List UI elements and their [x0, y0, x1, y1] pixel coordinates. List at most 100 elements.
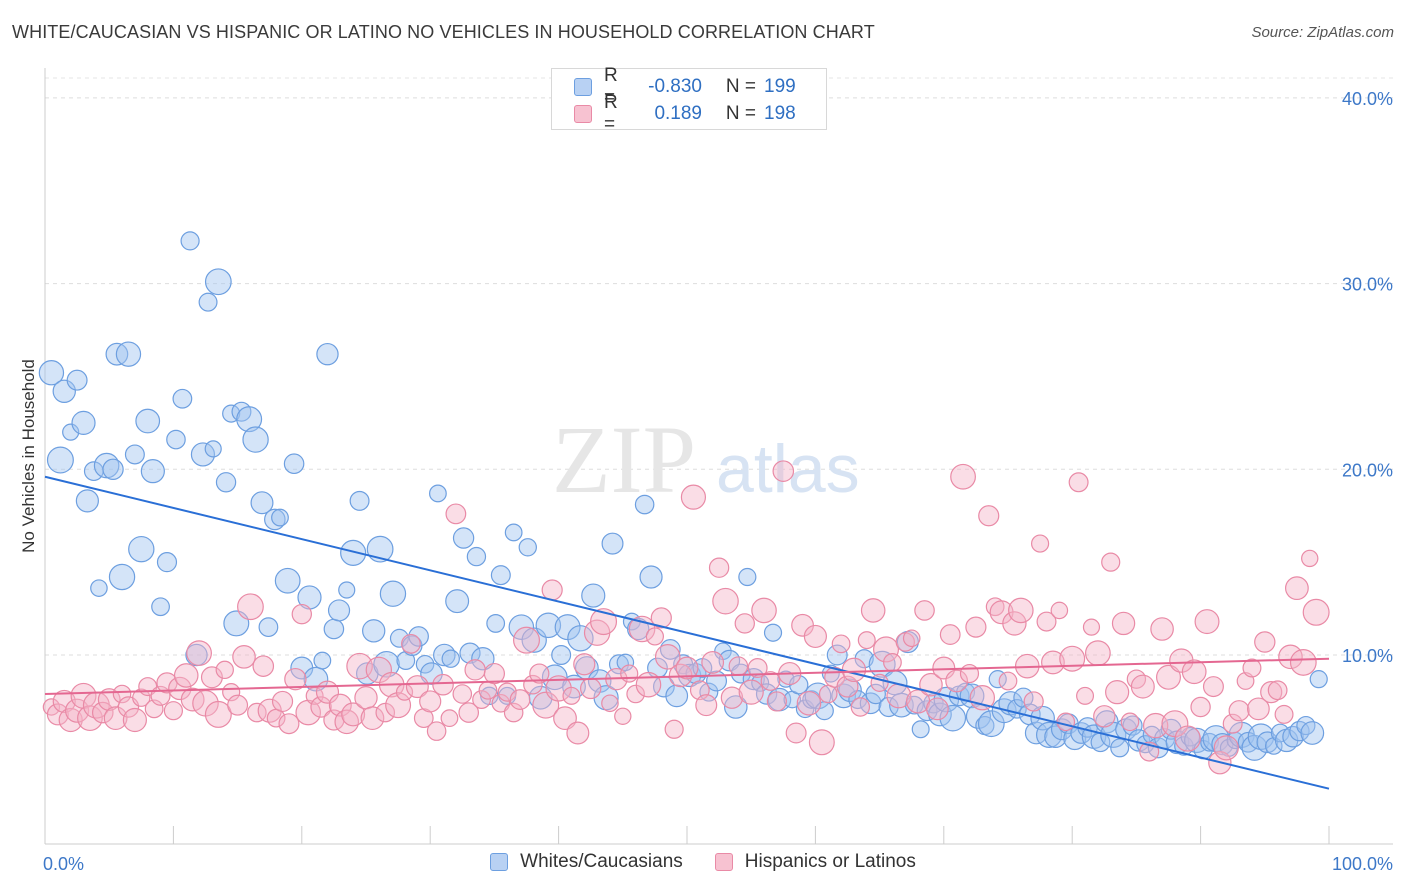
- point-hispanics: [998, 671, 1018, 691]
- point-hispanics: [1202, 676, 1224, 698]
- x-tick-label: 100.0%: [1332, 854, 1393, 874]
- point-whites: [445, 589, 470, 614]
- point-hispanics: [200, 666, 223, 689]
- point-whites: [124, 444, 145, 465]
- legend-item-hispanics: Hispanics or Latinos: [714, 851, 916, 873]
- point-whites: [323, 618, 345, 640]
- point-hispanics: [701, 651, 725, 674]
- point-whites: [166, 429, 186, 450]
- legend-label-whites: Whites/Caucasians: [520, 851, 683, 872]
- point-whites: [62, 423, 80, 441]
- correlation-legend: R = -0.830 N = 199 R = 0.189 N = 198: [551, 65, 827, 135]
- n-label: N =: [725, 76, 756, 97]
- point-hispanics: [497, 682, 517, 702]
- point-hispanics: [464, 659, 486, 681]
- point-hispanics: [405, 675, 429, 699]
- point-whites: [878, 696, 899, 718]
- point-hispanics: [1101, 552, 1121, 572]
- point-hispanics: [232, 645, 256, 669]
- point-whites: [763, 623, 783, 642]
- n-value-hispanics: 198: [764, 103, 796, 124]
- point-hispanics: [1130, 674, 1155, 699]
- point-hispanics: [413, 708, 434, 729]
- point-hispanics: [645, 627, 665, 646]
- point-hispanics: [1050, 601, 1069, 620]
- point-whites: [738, 567, 757, 587]
- point-hispanics: [52, 689, 76, 714]
- y-tick-label: 30.0%: [1342, 275, 1393, 295]
- point-hispanics: [914, 600, 935, 621]
- point-hispanics: [654, 644, 681, 670]
- r-label: R =: [604, 65, 618, 108]
- point-hispanics: [785, 722, 807, 744]
- point-hispanics: [728, 656, 749, 676]
- point-hispanics: [857, 631, 876, 650]
- legend-swatch-pink: [714, 853, 733, 871]
- point-hispanics: [635, 671, 662, 698]
- point-hispanics: [1082, 618, 1101, 636]
- point-hispanics: [1190, 696, 1211, 718]
- point-hispanics: [883, 653, 902, 672]
- point-hispanics: [1194, 609, 1220, 635]
- point-hispanics: [945, 669, 969, 693]
- point-whites: [939, 704, 967, 732]
- point-whites: [1300, 721, 1325, 745]
- point-whites: [128, 535, 155, 563]
- point-whites: [535, 612, 562, 639]
- trend-lines: [44, 475, 1330, 790]
- point-whites: [551, 644, 572, 665]
- point-whites: [90, 579, 108, 597]
- point-whites: [379, 580, 407, 607]
- point-hispanics: [902, 629, 921, 648]
- point-hispanics: [503, 702, 524, 723]
- point-hispanics: [590, 608, 618, 636]
- point-whites: [627, 617, 650, 641]
- point-hispanics: [1105, 680, 1130, 705]
- point-hispanics: [803, 624, 828, 649]
- point-hispanics: [252, 655, 275, 677]
- point-hispanics: [1008, 597, 1034, 624]
- point-hispanics: [860, 598, 886, 623]
- point-hispanics: [650, 607, 672, 629]
- point-whites: [338, 581, 356, 599]
- point-hispanics: [950, 463, 976, 490]
- point-hispanics: [1284, 576, 1309, 601]
- point-hispanics: [360, 706, 385, 731]
- point-whites: [490, 565, 511, 586]
- point-hispanics: [601, 694, 619, 713]
- point-hispanics: [426, 721, 447, 741]
- point-hispanics: [1302, 598, 1330, 626]
- point-whites: [66, 369, 88, 391]
- point-whites: [75, 489, 99, 513]
- point-hispanics: [1274, 704, 1294, 724]
- r-label: R =: [604, 92, 618, 135]
- point-whites: [718, 649, 741, 672]
- point-hispanics: [163, 701, 183, 721]
- point-hispanics: [573, 653, 596, 676]
- point-hispanics: [1111, 611, 1136, 636]
- point-whites: [1180, 726, 1201, 747]
- point-hispanics: [873, 636, 900, 663]
- data-points: [38, 231, 1330, 775]
- point-whites: [459, 642, 481, 664]
- point-whites: [1142, 725, 1161, 744]
- point-whites: [1309, 670, 1328, 689]
- point-hispanics: [553, 706, 577, 731]
- point-hispanics: [1267, 680, 1288, 701]
- point-hispanics: [818, 684, 838, 704]
- chart-title: WHITE/CAUCASIAN VS HISPANIC OR LATINO NO…: [12, 22, 875, 42]
- point-whites: [115, 341, 142, 367]
- point-hispanics: [831, 634, 851, 654]
- point-hispanics: [46, 703, 69, 726]
- point-hispanics: [77, 705, 103, 732]
- point-whites: [581, 583, 606, 608]
- point-hispanics: [541, 579, 563, 601]
- point-whites: [616, 653, 635, 672]
- point-whites: [46, 446, 74, 474]
- point-whites: [1013, 687, 1034, 708]
- point-hispanics: [64, 698, 90, 723]
- point-hispanics: [91, 701, 114, 724]
- point-hispanics: [173, 663, 199, 688]
- point-hispanics: [1068, 472, 1089, 493]
- point-hispanics: [614, 707, 632, 725]
